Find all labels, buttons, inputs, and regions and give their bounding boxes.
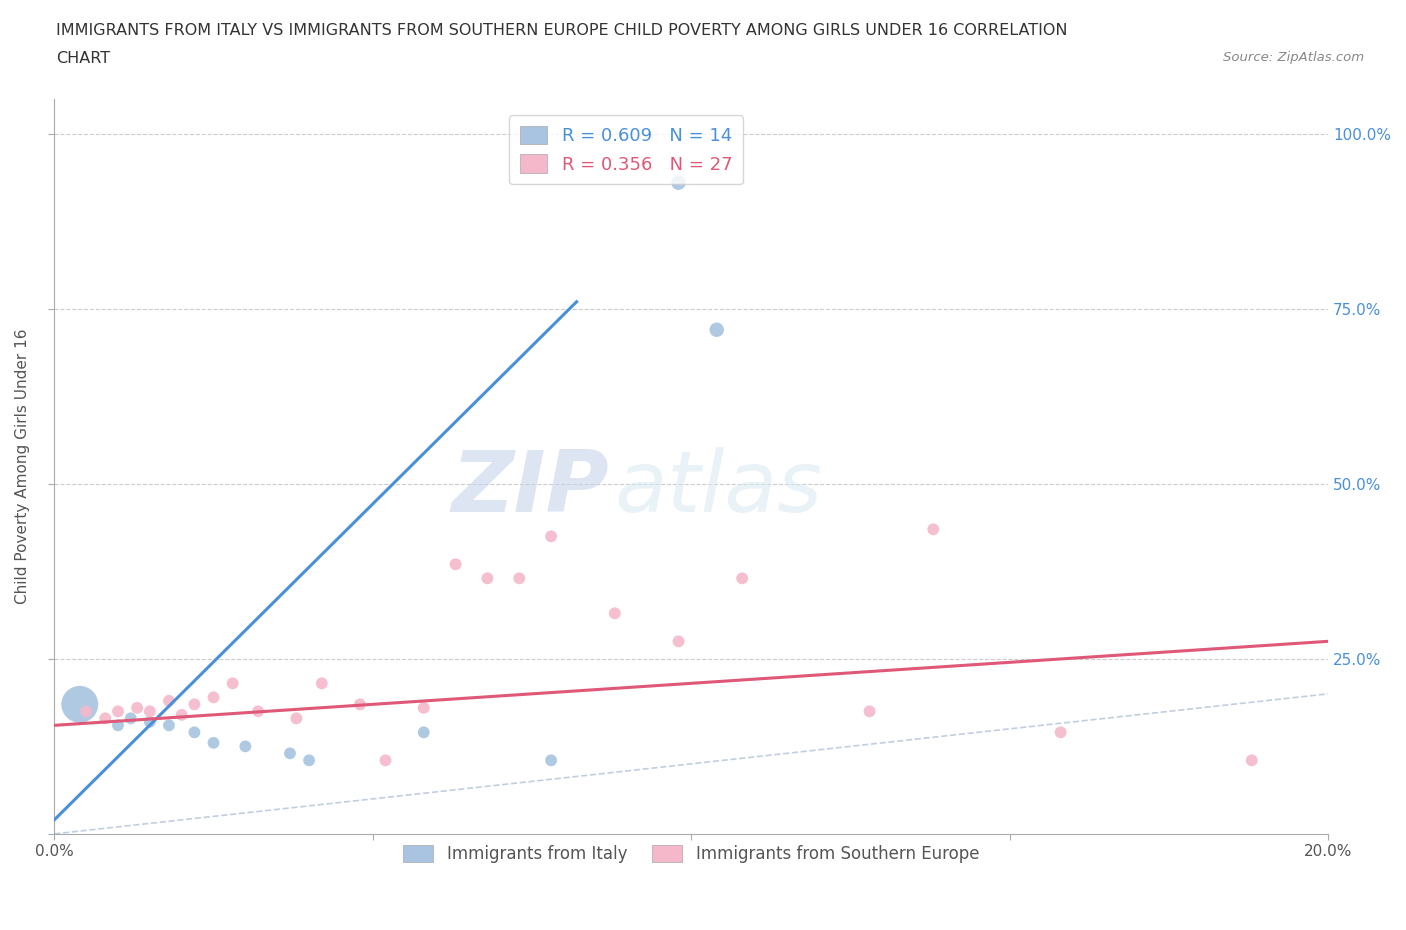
Point (94, 711, 117, 725)
Point (706, 323, 728, 338)
Legend: Immigrants from Italy, Immigrants from Southern Europe: Immigrants from Italy, Immigrants from S… (396, 838, 986, 870)
Text: CHART: CHART (56, 51, 110, 66)
Point (858, 704, 880, 719)
Point (603, 605, 626, 620)
Point (139, 714, 162, 729)
Point (668, 634, 690, 649)
Point (170, 708, 193, 723)
Point (922, 522, 945, 537)
Point (412, 724, 434, 739)
Y-axis label: Child Poverty Among Girls Under 16: Child Poverty Among Girls Under 16 (15, 328, 30, 604)
Point (183, 724, 205, 739)
Point (1240, 753, 1263, 768)
Point (183, 697, 205, 711)
Point (221, 676, 243, 691)
Point (278, 746, 301, 761)
Point (127, 700, 149, 715)
Point (285, 711, 308, 725)
Point (374, 753, 396, 768)
Point (731, 571, 754, 586)
Text: atlas: atlas (614, 446, 823, 530)
Point (444, 557, 467, 572)
Point (311, 676, 333, 691)
Text: IMMIGRANTS FROM ITALY VS IMMIGRANTS FROM SOUTHERN EUROPE CHILD POVERTY AMONG GIR: IMMIGRANTS FROM ITALY VS IMMIGRANTS FROM… (56, 23, 1067, 38)
Text: ZIP: ZIP (451, 446, 609, 530)
Point (477, 571, 499, 586)
Point (202, 690, 225, 705)
Point (69, 697, 91, 711)
Point (349, 697, 371, 711)
Point (298, 753, 321, 768)
Point (107, 704, 129, 719)
Point (247, 704, 270, 719)
Point (412, 700, 434, 715)
Point (75, 704, 97, 719)
Point (107, 718, 129, 733)
Point (540, 529, 562, 544)
Point (1049, 724, 1071, 739)
Point (508, 571, 530, 586)
Point (139, 704, 162, 719)
Point (202, 736, 225, 751)
Point (540, 753, 562, 768)
Point (157, 694, 180, 709)
Point (157, 718, 180, 733)
Point (235, 739, 257, 754)
Point (668, 175, 690, 190)
Point (120, 711, 142, 725)
Text: Source: ZipAtlas.com: Source: ZipAtlas.com (1223, 51, 1364, 64)
